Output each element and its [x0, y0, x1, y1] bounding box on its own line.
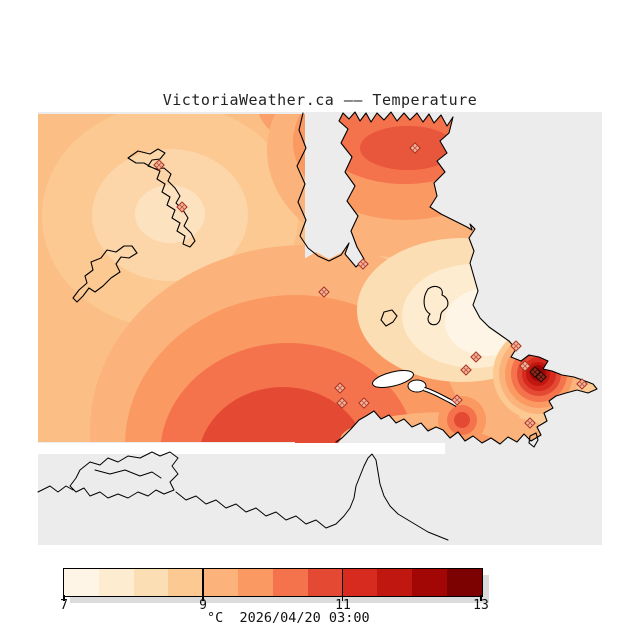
colorbar-tick	[480, 595, 482, 601]
station-marker	[334, 382, 346, 394]
station-markers	[153, 142, 588, 429]
colorbar-segment	[168, 569, 204, 596]
page-title: VictoriaWeather.ca —— Temperature	[162, 91, 478, 109]
station-marker	[510, 340, 522, 352]
harbour-waterways	[372, 370, 459, 407]
outside-domain-coastlines	[37, 451, 449, 541]
colorbar-tick-label: 7	[60, 598, 68, 613]
station-marker	[470, 351, 482, 363]
colorbar-unit-timestamp: °C 2026/04/20 03:00	[207, 610, 370, 626]
colorbar-segment	[64, 569, 99, 596]
timestamp: 2026/04/20 03:00	[239, 610, 370, 626]
station-marker	[451, 394, 463, 406]
colorbar-segment	[98, 569, 134, 596]
station-marker	[176, 201, 188, 213]
colorbar-segment	[272, 569, 308, 596]
station-marker	[409, 142, 421, 154]
colorbar-tick	[341, 595, 343, 601]
colorbar-tick	[63, 595, 65, 601]
colorbar	[63, 568, 483, 597]
station-marker	[529, 366, 541, 378]
colorbar-tick-label: 9	[199, 598, 207, 613]
colorbar-segment	[447, 569, 482, 596]
station-marker	[535, 371, 547, 383]
station-marker	[524, 417, 536, 429]
station-marker	[358, 397, 370, 409]
colorbar-tick-label: 11	[335, 598, 351, 613]
colorbar-segment	[342, 569, 378, 596]
colorbar-tick	[202, 595, 204, 601]
station-marker	[519, 360, 531, 372]
domain-bottom-gap	[38, 443, 445, 454]
station-marker	[153, 159, 165, 171]
station-marker	[460, 364, 472, 376]
colorbar-segment	[307, 569, 343, 596]
colorbar-segment	[203, 569, 239, 596]
station-marker	[357, 258, 369, 270]
station-marker	[336, 397, 348, 409]
colorbar-segment	[238, 569, 273, 596]
coastlines	[72, 111, 598, 448]
colorbar-divider	[202, 568, 204, 598]
station-marker	[576, 378, 588, 390]
colorbar-segment	[133, 569, 169, 596]
station-marker	[318, 286, 330, 298]
colorbar-tick-label: 13	[473, 598, 489, 613]
colorbar-segment	[377, 569, 413, 596]
unit-label: °C	[207, 610, 224, 626]
colorbar-segment	[412, 569, 448, 596]
colorbar-divider	[341, 568, 343, 598]
